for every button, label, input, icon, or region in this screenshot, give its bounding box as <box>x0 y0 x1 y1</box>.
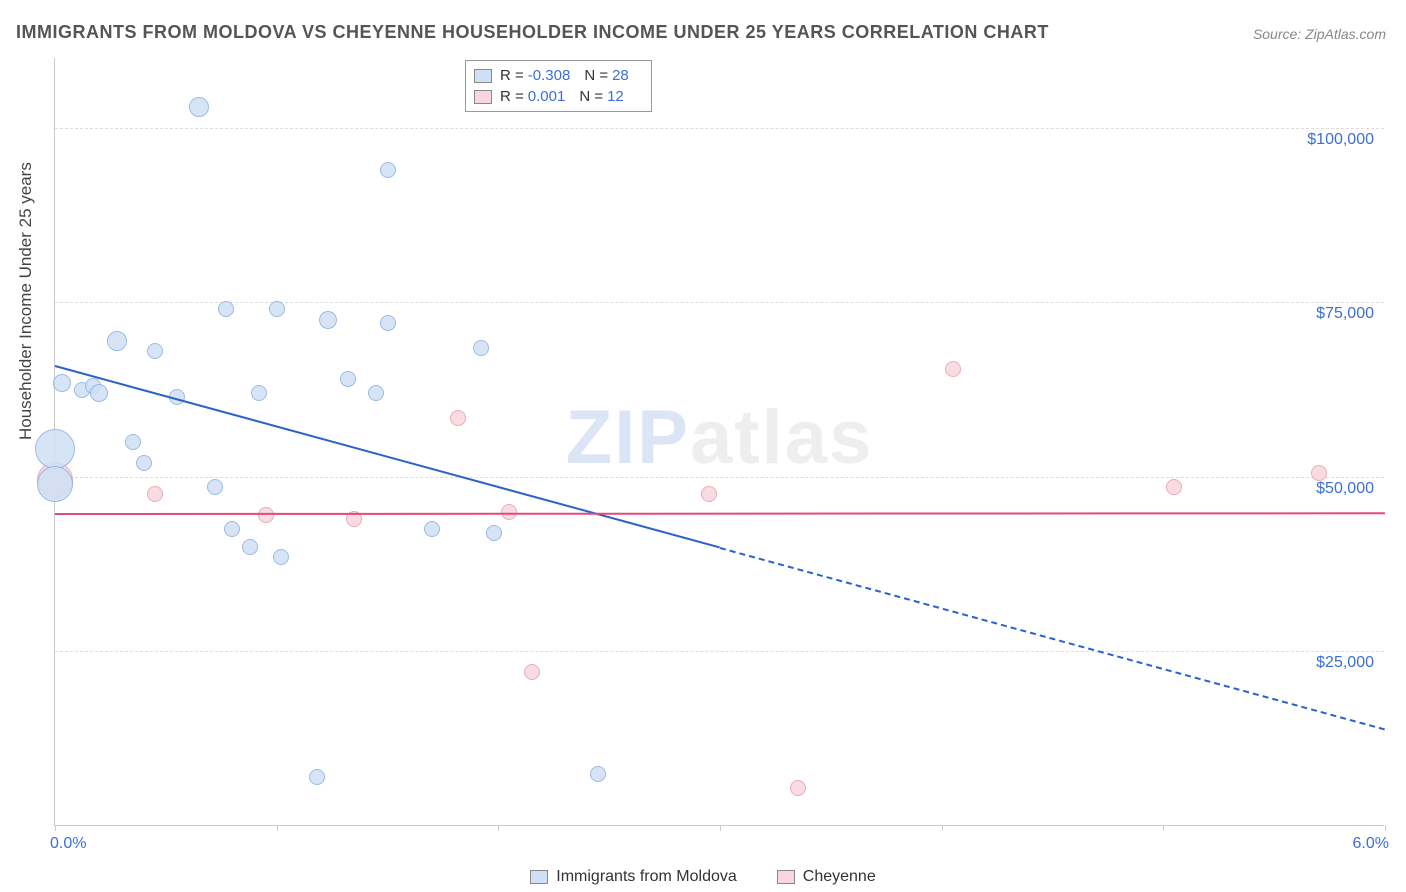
scatter-point <box>945 361 961 377</box>
gridline <box>55 651 1384 652</box>
scatter-point <box>1166 479 1182 495</box>
scatter-point <box>790 780 806 796</box>
y-tick-label: $75,000 <box>1316 305 1374 323</box>
y-tick-label: $50,000 <box>1316 480 1374 498</box>
x-axis-start-label: 0.0% <box>50 835 86 853</box>
scatter-point <box>269 301 285 317</box>
trend-line <box>720 547 1386 730</box>
trend-line <box>55 365 721 548</box>
scatter-point <box>90 384 108 402</box>
scatter-point <box>701 486 717 502</box>
scatter-point <box>380 315 396 331</box>
legend-item: Immigrants from Moldova <box>530 868 737 886</box>
correlation-text: R =0.001N =12 <box>500 88 638 105</box>
scatter-point <box>37 466 73 502</box>
legend-swatch <box>530 870 548 884</box>
gridline <box>55 128 1384 129</box>
legend-swatch <box>474 69 492 83</box>
scatter-point <box>53 374 71 392</box>
x-axis-end-label: 6.0% <box>1353 835 1389 853</box>
scatter-point <box>1311 465 1327 481</box>
scatter-point <box>136 455 152 471</box>
scatter-point <box>380 162 396 178</box>
x-tick <box>942 825 943 831</box>
scatter-point <box>340 371 356 387</box>
scatter-point <box>207 479 223 495</box>
x-tick <box>498 825 499 831</box>
legend-swatch <box>777 870 795 884</box>
scatter-point <box>251 385 267 401</box>
y-tick-label: $100,000 <box>1307 131 1374 149</box>
scatter-point <box>218 301 234 317</box>
scatter-point <box>590 766 606 782</box>
scatter-point <box>35 429 75 469</box>
watermark-atlas: atlas <box>690 395 873 480</box>
source-attribution: Source: ZipAtlas.com <box>1253 26 1386 42</box>
x-tick <box>1163 825 1164 831</box>
legend-label: Cheyenne <box>803 868 876 886</box>
x-tick <box>1385 825 1386 831</box>
scatter-point <box>473 340 489 356</box>
correlation-legend-box: R =-0.308N =28 R =0.001N =12 <box>465 60 652 112</box>
bottom-legend: Immigrants from Moldova Cheyenne <box>0 868 1406 886</box>
watermark: ZIPatlas <box>566 394 873 481</box>
chart-plot-area: ZIPatlas R =-0.308N =28R =0.001N =12 0.0… <box>54 58 1384 826</box>
y-tick-label: $25,000 <box>1316 654 1374 672</box>
scatter-point <box>224 521 240 537</box>
scatter-point <box>107 331 127 351</box>
watermark-zip: ZIP <box>566 395 690 480</box>
scatter-point <box>450 410 466 426</box>
scatter-point <box>424 521 440 537</box>
scatter-point <box>189 97 209 117</box>
trend-line <box>55 513 1385 516</box>
correlation-row: R =0.001N =12 <box>474 86 643 107</box>
x-tick <box>277 825 278 831</box>
scatter-point <box>319 311 337 329</box>
legend-label: Immigrants from Moldova <box>556 868 737 886</box>
legend-item: Cheyenne <box>777 868 876 886</box>
scatter-point <box>125 434 141 450</box>
scatter-point <box>242 539 258 555</box>
scatter-point <box>147 486 163 502</box>
scatter-point <box>258 507 274 523</box>
correlation-row: R =-0.308N =28 <box>474 65 643 86</box>
gridline <box>55 477 1384 478</box>
scatter-point <box>309 769 325 785</box>
scatter-point <box>524 664 540 680</box>
scatter-point <box>147 343 163 359</box>
legend-swatch <box>474 90 492 104</box>
scatter-point <box>486 525 502 541</box>
y-axis-title: Householder Income Under 25 years <box>16 162 36 440</box>
correlation-text: R =-0.308N =28 <box>500 67 643 84</box>
x-tick <box>55 825 56 831</box>
scatter-point <box>273 549 289 565</box>
scatter-point <box>368 385 384 401</box>
x-tick <box>720 825 721 831</box>
gridline <box>55 302 1384 303</box>
chart-title: IMMIGRANTS FROM MOLDOVA VS CHEYENNE HOUS… <box>16 22 1049 43</box>
